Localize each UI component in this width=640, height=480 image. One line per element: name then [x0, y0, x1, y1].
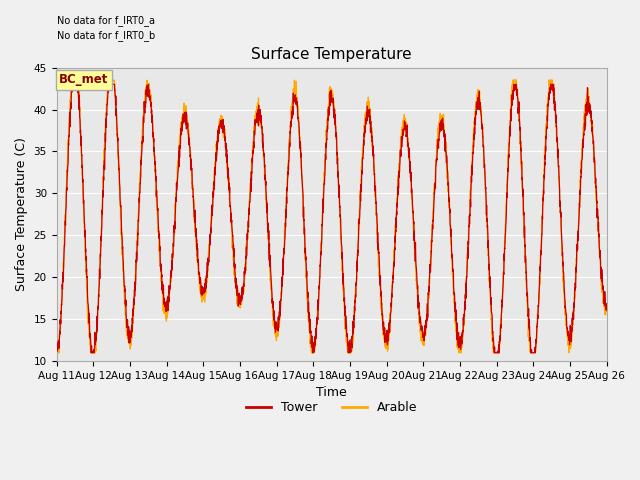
Text: No data for f_IRT0_b: No data for f_IRT0_b: [56, 30, 155, 41]
Y-axis label: Surface Temperature (C): Surface Temperature (C): [15, 137, 28, 291]
Title: Surface Temperature: Surface Temperature: [252, 47, 412, 62]
Text: BC_met: BC_met: [60, 73, 109, 86]
Legend: Tower, Arable: Tower, Arable: [241, 396, 422, 420]
Text: No data for f_IRT0_a: No data for f_IRT0_a: [56, 15, 154, 26]
X-axis label: Time: Time: [316, 386, 347, 399]
